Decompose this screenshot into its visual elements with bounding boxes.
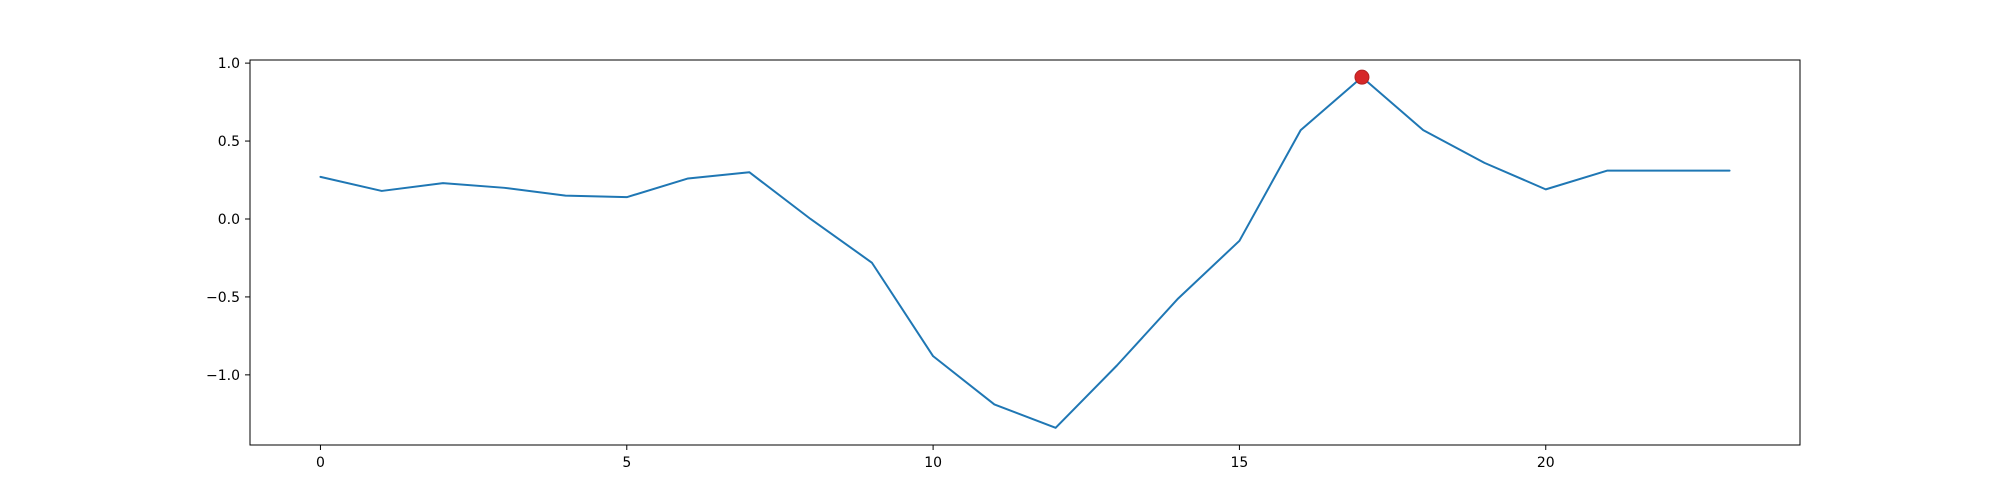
y-tick-label: −1.0: [206, 368, 240, 384]
y-tick-label: 0.5: [218, 134, 240, 150]
plot-frame: [249, 59, 1801, 446]
x-tick-label: 5: [622, 455, 631, 471]
highlight-point: [1354, 69, 1370, 85]
y-tick-label: −0.5: [206, 290, 240, 306]
plot-area: 0 5 10 15 20 1.0 0.5 0.0 −0.5 −1.0: [206, 56, 1801, 471]
series-line-0: [319, 76, 1731, 429]
x-tick-label: 20: [1537, 455, 1555, 471]
x-tick-label: 15: [1231, 455, 1249, 471]
y-tick-label: 0.0: [218, 212, 240, 228]
x-tick-label: 10: [924, 455, 942, 471]
y-tick-label: 1.0: [218, 56, 240, 72]
x-tick-label: 0: [316, 455, 325, 471]
